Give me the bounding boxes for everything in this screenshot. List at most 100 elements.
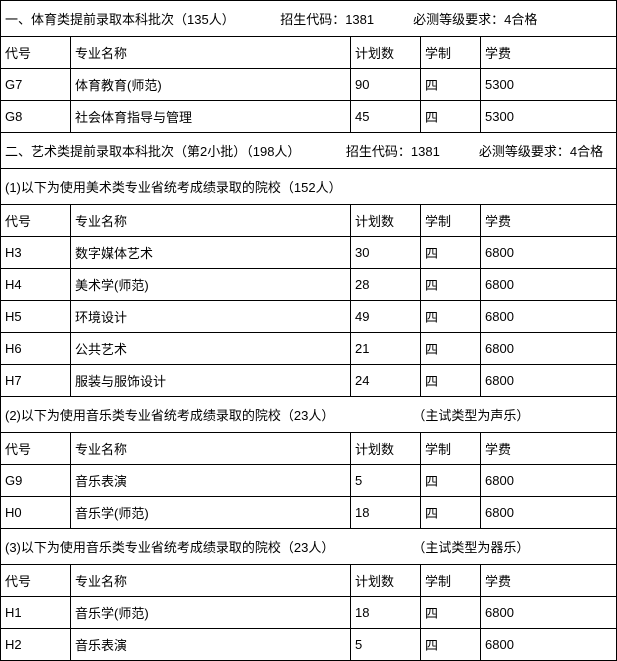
table-row: H0 音乐学(师范) 18 四 6800 bbox=[1, 497, 617, 529]
cell-code: H5 bbox=[1, 301, 71, 333]
cell-fee: 6800 bbox=[481, 301, 617, 333]
cell-name: 数字媒体艺术 bbox=[71, 237, 351, 269]
cell-code: H3 bbox=[1, 237, 71, 269]
cell-name: 音乐学(师范) bbox=[71, 597, 351, 629]
section2-header: 二、艺术类提前录取本科批次（第2小批）（198人） 招生代码：1381 必测等级… bbox=[1, 133, 617, 169]
cell-name: 音乐表演 bbox=[71, 629, 351, 661]
cell-name: 环境设计 bbox=[71, 301, 351, 333]
table-row: H2 音乐表演 5 四 6800 bbox=[1, 629, 617, 661]
cell-fee: 6800 bbox=[481, 597, 617, 629]
cell-plan: 49 bbox=[351, 301, 421, 333]
col-fee: 学费 bbox=[481, 37, 617, 69]
cell-fee: 6800 bbox=[481, 237, 617, 269]
table-row: H7 服装与服饰设计 24 四 6800 bbox=[1, 365, 617, 397]
col-system: 学制 bbox=[421, 433, 481, 465]
cell-plan: 5 bbox=[351, 465, 421, 497]
cell-code: G8 bbox=[1, 101, 71, 133]
cell-fee: 6800 bbox=[481, 629, 617, 661]
cell-fee: 5300 bbox=[481, 101, 617, 133]
col-fee: 学费 bbox=[481, 565, 617, 597]
section1-header: 一、体育类提前录取本科批次（135人） 招生代码：1381 必测等级要求：4合格 bbox=[1, 1, 617, 37]
sub2-title-row: (2)以下为使用音乐类专业省统考成绩录取的院校（23人） （主试类型为声乐） bbox=[1, 397, 617, 433]
cell-plan: 28 bbox=[351, 269, 421, 301]
section2-header-row: 二、艺术类提前录取本科批次（第2小批）（198人） 招生代码：1381 必测等级… bbox=[1, 133, 617, 169]
col-plan: 计划数 bbox=[351, 565, 421, 597]
cell-plan: 18 bbox=[351, 597, 421, 629]
cell-system: 四 bbox=[421, 465, 481, 497]
cell-code: H6 bbox=[1, 333, 71, 365]
col-name: 专业名称 bbox=[71, 565, 351, 597]
sub3-title-row: (3)以下为使用音乐类专业省统考成绩录取的院校（23人） （主试类型为器乐） bbox=[1, 529, 617, 565]
col-code: 代号 bbox=[1, 37, 71, 69]
table-row: G9 音乐表演 5 四 6800 bbox=[1, 465, 617, 497]
cell-code: H2 bbox=[1, 629, 71, 661]
col-plan: 计划数 bbox=[351, 37, 421, 69]
cell-name: 社会体育指导与管理 bbox=[71, 101, 351, 133]
cell-code: G9 bbox=[1, 465, 71, 497]
cell-fee: 6800 bbox=[481, 465, 617, 497]
cell-plan: 45 bbox=[351, 101, 421, 133]
section1-cols-row: 代号 专业名称 计划数 学制 学费 bbox=[1, 37, 617, 69]
sub1-cols-row: 代号 专业名称 计划数 学制 学费 bbox=[1, 205, 617, 237]
col-plan: 计划数 bbox=[351, 205, 421, 237]
cell-name: 服装与服饰设计 bbox=[71, 365, 351, 397]
table-row: H4 美术学(师范) 28 四 6800 bbox=[1, 269, 617, 301]
col-plan: 计划数 bbox=[351, 433, 421, 465]
table-row: H6 公共艺术 21 四 6800 bbox=[1, 333, 617, 365]
cell-code: H4 bbox=[1, 269, 71, 301]
cell-system: 四 bbox=[421, 497, 481, 529]
cell-system: 四 bbox=[421, 69, 481, 101]
col-fee: 学费 bbox=[481, 205, 617, 237]
cell-plan: 24 bbox=[351, 365, 421, 397]
col-code: 代号 bbox=[1, 565, 71, 597]
cell-plan: 30 bbox=[351, 237, 421, 269]
table-row: H5 环境设计 49 四 6800 bbox=[1, 301, 617, 333]
sub3-title: (3)以下为使用音乐类专业省统考成绩录取的院校（23人） （主试类型为器乐） bbox=[1, 529, 617, 565]
cell-fee: 6800 bbox=[481, 497, 617, 529]
col-name: 专业名称 bbox=[71, 433, 351, 465]
col-name: 专业名称 bbox=[71, 205, 351, 237]
col-system: 学制 bbox=[421, 37, 481, 69]
sub1-title-row: (1)以下为使用美术类专业省统考成绩录取的院校（152人） bbox=[1, 169, 617, 205]
cell-system: 四 bbox=[421, 237, 481, 269]
cell-fee: 6800 bbox=[481, 365, 617, 397]
cell-plan: 18 bbox=[351, 497, 421, 529]
section1-header-row: 一、体育类提前录取本科批次（135人） 招生代码：1381 必测等级要求：4合格 bbox=[1, 1, 617, 37]
cell-fee: 6800 bbox=[481, 333, 617, 365]
sub3-cols-row: 代号 专业名称 计划数 学制 学费 bbox=[1, 565, 617, 597]
col-name: 专业名称 bbox=[71, 37, 351, 69]
col-code: 代号 bbox=[1, 433, 71, 465]
table-row: H3 数字媒体艺术 30 四 6800 bbox=[1, 237, 617, 269]
cell-fee: 5300 bbox=[481, 69, 617, 101]
cell-system: 四 bbox=[421, 101, 481, 133]
cell-plan: 5 bbox=[351, 629, 421, 661]
cell-system: 四 bbox=[421, 597, 481, 629]
cell-plan: 90 bbox=[351, 69, 421, 101]
col-system: 学制 bbox=[421, 565, 481, 597]
sub2-cols-row: 代号 专业名称 计划数 学制 学费 bbox=[1, 433, 617, 465]
cell-name: 美术学(师范) bbox=[71, 269, 351, 301]
col-system: 学制 bbox=[421, 205, 481, 237]
cell-code: H7 bbox=[1, 365, 71, 397]
table-row: G8 社会体育指导与管理 45 四 5300 bbox=[1, 101, 617, 133]
cell-code: G7 bbox=[1, 69, 71, 101]
admission-table: 一、体育类提前录取本科批次（135人） 招生代码：1381 必测等级要求：4合格… bbox=[0, 0, 617, 661]
table-row: G7 体育教育(师范) 90 四 5300 bbox=[1, 69, 617, 101]
cell-name: 公共艺术 bbox=[71, 333, 351, 365]
cell-fee: 6800 bbox=[481, 269, 617, 301]
cell-system: 四 bbox=[421, 269, 481, 301]
cell-name: 体育教育(师范) bbox=[71, 69, 351, 101]
cell-system: 四 bbox=[421, 629, 481, 661]
table-row: H1 音乐学(师范) 18 四 6800 bbox=[1, 597, 617, 629]
col-fee: 学费 bbox=[481, 433, 617, 465]
cell-code: H0 bbox=[1, 497, 71, 529]
cell-system: 四 bbox=[421, 333, 481, 365]
cell-code: H1 bbox=[1, 597, 71, 629]
sub1-title: (1)以下为使用美术类专业省统考成绩录取的院校（152人） bbox=[1, 169, 617, 205]
cell-plan: 21 bbox=[351, 333, 421, 365]
cell-name: 音乐表演 bbox=[71, 465, 351, 497]
sub2-title: (2)以下为使用音乐类专业省统考成绩录取的院校（23人） （主试类型为声乐） bbox=[1, 397, 617, 433]
col-code: 代号 bbox=[1, 205, 71, 237]
cell-system: 四 bbox=[421, 301, 481, 333]
cell-system: 四 bbox=[421, 365, 481, 397]
